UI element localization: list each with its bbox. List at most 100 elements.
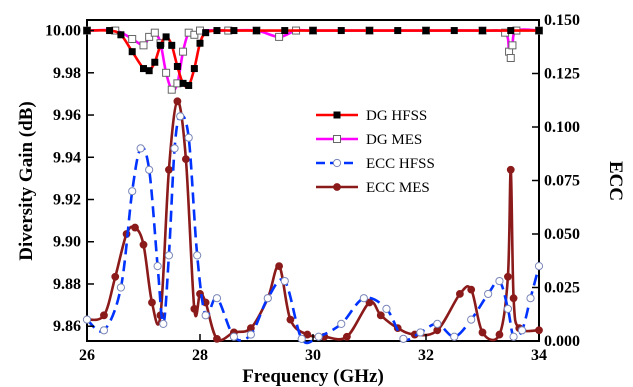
data-point-ecc-hfss [314, 332, 323, 341]
y2-tick-label: 0.000 [544, 333, 580, 350]
y2-tick-label: 0.100 [544, 119, 580, 136]
data-point-dg-hfss [230, 27, 238, 35]
data-point-dg-hfss [309, 27, 317, 35]
data-point-dg-hfss [213, 27, 221, 35]
data-point-ecc-hfss [116, 283, 126, 292]
data-point-dg-hfss [422, 27, 430, 35]
data-point-dg-hfss [128, 48, 136, 56]
data-point-dg-hfss [479, 27, 486, 35]
data-point-ecc-hfss [509, 332, 518, 341]
y2-tick-label: 0.025 [544, 280, 580, 297]
data-point-ecc-hfss [280, 276, 289, 286]
series-layer [82, 26, 544, 345]
x-tick-label: 28 [192, 347, 208, 364]
data-point-ecc-mes [100, 311, 108, 320]
data-point-ecc-mes [478, 328, 487, 337]
data-point-ecc-hfss [229, 332, 238, 341]
y-tick-label: 9.96 [53, 107, 81, 124]
legend: DG HFSS DG MES ECC HFSS ECC MES [316, 108, 435, 196]
data-point-ecc-hfss [297, 334, 306, 343]
y-tick-label: 9.94 [53, 149, 81, 166]
x-tick-label: 30 [305, 347, 321, 364]
data-point-ecc-hfss [263, 294, 272, 303]
data-point-ecc-mes [181, 155, 190, 164]
data-point-ecc-hfss [212, 294, 222, 303]
data-point-ecc-mes [376, 311, 385, 320]
data-point-dg-hfss [281, 27, 289, 35]
data-point-ecc-hfss [526, 294, 535, 303]
data-point-ecc-hfss [99, 326, 109, 335]
data-point-dg-mes [508, 41, 517, 50]
series-markers-ecc-hfss [82, 112, 544, 343]
data-point-dg-hfss [366, 27, 373, 35]
series-line-dg-hfss [86, 28, 539, 88]
series-markers-dg-hfss [83, 27, 543, 89]
data-point-ecc-mes [506, 165, 515, 174]
data-point-dg-hfss [151, 58, 159, 66]
x-axis-title: Frequency (GHz) [242, 366, 384, 387]
data-point-ecc-mes [173, 97, 182, 106]
y-axis-title: Diversity Gain (dB) [16, 101, 37, 260]
data-point-ecc-hfss [337, 319, 346, 328]
data-point-dg-hfss [140, 65, 147, 73]
data-point-dg-mes [167, 85, 176, 94]
data-point-dg-hfss [145, 67, 153, 75]
x-tick-label: 34 [531, 347, 547, 364]
data-point-ecc-mes [139, 240, 148, 249]
data-point-ecc-hfss [136, 144, 145, 153]
data-point-dg-hfss [117, 31, 125, 39]
data-point-dg-hfss [168, 41, 176, 49]
data-point-dg-hfss [202, 29, 210, 37]
legend-marker-ecc-mes [333, 183, 341, 191]
tick-layer: 26 28 30 32 34 9.86 9.88 9.90 9.92 9.94 9.96 9.98 10… [45, 12, 580, 364]
data-point-ecc-mes [456, 290, 464, 298]
data-point-ecc-hfss [176, 112, 185, 121]
data-point-ecc-hfss [201, 311, 210, 320]
data-point-ecc-hfss [399, 334, 408, 343]
data-point-ecc-hfss [433, 319, 442, 328]
y2-tick-label: 0.075 [544, 173, 580, 190]
y-tick-label: 9.98 [53, 65, 81, 82]
data-point-ecc-hfss [164, 251, 174, 260]
data-point-ecc-mes [504, 272, 512, 281]
data-point-dg-mes [506, 54, 515, 63]
y-tick-label: 9.92 [53, 192, 81, 209]
data-point-dg-mes [275, 32, 284, 41]
data-point-ecc-hfss [153, 262, 162, 271]
x-tick-label: 26 [79, 347, 95, 364]
y-tick-label: 9.90 [53, 234, 81, 251]
data-point-dg-hfss [173, 62, 181, 70]
series-markers-ecc-mes [83, 97, 543, 343]
data-point-dg-hfss [450, 27, 458, 35]
data-point-dg-mes [179, 47, 188, 56]
data-point-ecc-mes [509, 294, 518, 303]
data-point-ecc-mes [495, 330, 504, 339]
data-point-ecc-mes [303, 330, 312, 339]
data-point-ecc-hfss [184, 133, 193, 142]
data-point-ecc-mes [343, 332, 351, 341]
data-point-dg-hfss [535, 27, 543, 35]
data-point-ecc-mes [190, 305, 199, 313]
data-point-ecc-mes [111, 272, 120, 281]
data-point-ecc-hfss [159, 319, 168, 328]
data-point-ecc-hfss [534, 262, 544, 271]
y-tick-label: 10.00 [45, 23, 81, 40]
y2-axis-title: ECC [605, 161, 626, 201]
data-point-ecc-hfss [517, 326, 527, 335]
data-point-dg-mes [145, 32, 154, 41]
y2-tick-label: 0.050 [544, 226, 580, 243]
data-point-dg-hfss [162, 33, 170, 41]
data-point-ecc-hfss [484, 289, 493, 299]
data-point-ecc-hfss [82, 315, 92, 324]
data-point-ecc-hfss [145, 165, 154, 174]
data-point-ecc-hfss [495, 276, 504, 286]
data-point-ecc-mes [467, 285, 476, 294]
data-point-ecc-hfss [246, 330, 255, 339]
data-point-dg-hfss [179, 79, 187, 87]
y2-tick-label: 0.125 [544, 66, 580, 83]
data-point-dg-hfss [253, 27, 260, 35]
legend-marker-ecc-hfss [332, 158, 342, 168]
data-point-ecc-hfss [467, 315, 476, 324]
data-point-ecc-mes [365, 298, 374, 307]
